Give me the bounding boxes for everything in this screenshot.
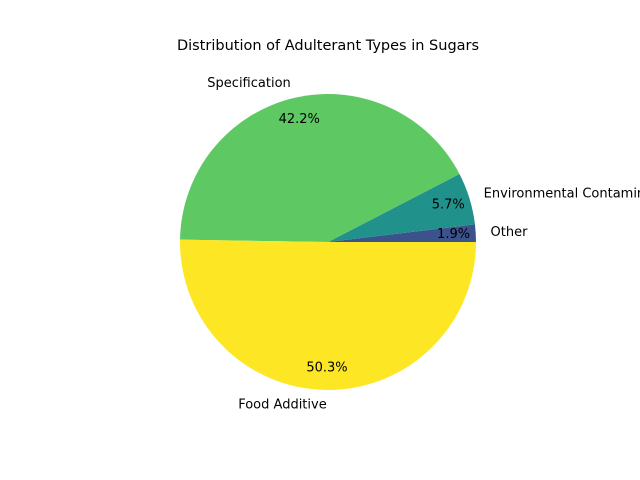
slice-percent-environmental-contaminant: 5.7% [432, 198, 465, 213]
chart-title: Distribution of Adulterant Types in Suga… [177, 38, 479, 54]
pie-slice-specification [180, 94, 460, 242]
slice-percent-food-additive: 50.3% [306, 360, 347, 375]
pie-slice-food-additive [180, 239, 476, 390]
slice-label-food-additive: Food Additive [238, 397, 327, 412]
pie-slices [180, 94, 476, 390]
pie-slice-environmental-contaminant [328, 174, 475, 242]
slice-label-environmental-contaminant: Environmental Contaminant [484, 187, 640, 202]
pie-slice-other [328, 224, 476, 242]
slice-label-other: Other [491, 225, 529, 240]
pie-labels: Other 1.9% Environmental Contaminant 5.7% Sp… [207, 76, 640, 412]
slice-label-specification: Specification [207, 76, 290, 91]
slice-percent-specification: 42.2% [279, 112, 320, 127]
slice-percent-other: 1.9% [437, 227, 470, 242]
